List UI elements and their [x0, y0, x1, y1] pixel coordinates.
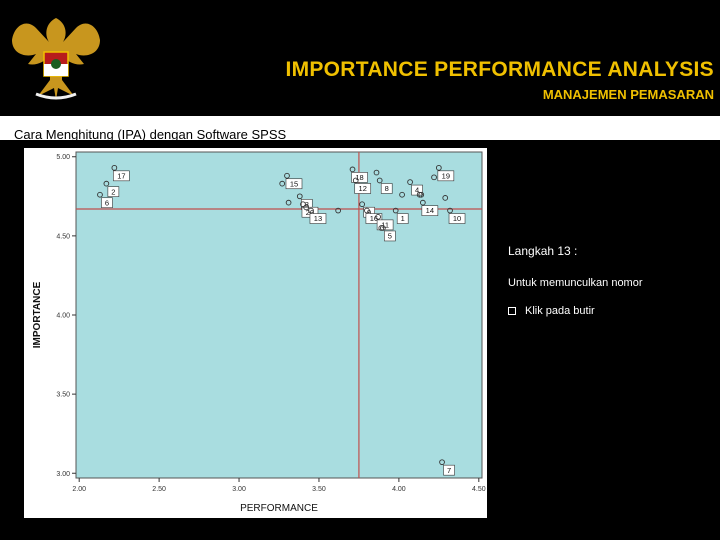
data-point [296, 193, 303, 200]
chart-container: 2.00 2.50 3.00 3.50 4.00 4.50 3.00 3.50 4.00 4.50… [24, 148, 487, 518]
square-bullet-icon [508, 307, 516, 316]
data-point [349, 166, 356, 173]
data-label: 3 [305, 200, 309, 209]
data-label-box [421, 205, 439, 216]
data-label: 7 [447, 466, 451, 475]
x-tick-label: 2.00 [72, 486, 86, 493]
y-tick-label: 4.50 [56, 233, 70, 240]
data-label: 2 [111, 187, 115, 196]
data-point [416, 191, 423, 198]
page-subtitle: MANAJEMEN PEMASARAN [542, 87, 714, 102]
data-label: 15 [290, 179, 298, 188]
x-tick-label: 3.50 [312, 486, 326, 493]
data-label: 6 [105, 198, 109, 207]
data-point [373, 169, 380, 176]
data-label-box [384, 230, 396, 242]
data-point [420, 199, 426, 206]
data-label: 20 [306, 208, 314, 217]
scatter-chart: 2.00 2.50 3.00 3.50 4.00 4.50 3.00 3.50 4.00 4.50… [32, 151, 486, 514]
y-tick-label: 3.50 [56, 392, 70, 399]
data-point [442, 195, 449, 201]
page-title: IMPORTANCE PERFORMANCE ANALYSIS [285, 58, 714, 81]
data-point [359, 201, 365, 208]
data-point [111, 164, 118, 171]
data-label-box [448, 213, 466, 224]
data-label: 18 [355, 173, 363, 182]
bullet-item: Klik pada butir [508, 305, 595, 317]
data-point [335, 207, 341, 214]
data-label: 14 [426, 206, 434, 215]
data-point [375, 214, 381, 220]
y-tick-label: 4.00 [56, 313, 70, 320]
data-point [303, 204, 310, 211]
data-point [392, 207, 399, 214]
y-axis-label: IMPORTANCE [32, 281, 43, 348]
section-band [0, 116, 720, 140]
x-tick-label: 2.50 [152, 486, 166, 493]
x-tick-label: 3.00 [232, 486, 246, 493]
data-label: 5 [388, 232, 392, 241]
data-point [431, 174, 437, 181]
x-tick-label: 4.00 [392, 486, 406, 493]
data-point [300, 201, 306, 208]
data-label-box [437, 170, 455, 182]
data-point [279, 180, 286, 187]
step-heading: Langkah 13 : [508, 244, 578, 258]
data-label: 10 [453, 214, 461, 223]
data-label: 17 [117, 171, 125, 180]
garuda-emblem-icon [12, 18, 100, 100]
data-point [399, 191, 405, 198]
header: IMPORTANCE PERFORMANCE ANALYSIS MANAJEME… [0, 0, 720, 116]
data-label-box [113, 170, 130, 182]
data-label-box [351, 172, 368, 183]
data-point [447, 207, 453, 214]
data-label-box [107, 186, 120, 197]
data-label: 19 [442, 171, 450, 180]
data-label: 8 [385, 184, 389, 193]
step-description: Untuk memunculkan nomor [508, 277, 643, 289]
data-label: 4 [415, 186, 419, 195]
data-point [376, 177, 383, 184]
y-tick-label: 5.00 [56, 154, 70, 161]
data-label-box [309, 213, 327, 224]
data-label: 1 [401, 214, 405, 223]
data-label: 13 [314, 214, 322, 223]
section-title: Cara Menghitung (IPA) dengan Software SP… [14, 127, 287, 142]
data-label-box [443, 464, 455, 476]
data-point [439, 459, 445, 466]
data-point [103, 180, 110, 187]
data-point [380, 225, 386, 231]
data-point [308, 207, 314, 214]
data-label-box [365, 213, 383, 224]
data-label-box [354, 183, 372, 194]
data-point [378, 225, 385, 231]
bullet-item-text: Klik pada butir [525, 305, 595, 317]
data-point [418, 191, 425, 198]
data-point [364, 207, 370, 214]
data-point [97, 191, 103, 198]
data-label: 11 [381, 220, 389, 229]
data-label-box [101, 197, 113, 209]
data-point [284, 172, 290, 179]
data-label-box [380, 183, 393, 194]
data-point [352, 177, 359, 184]
plot-area [75, 151, 483, 479]
x-axis-label: PERFORMANCE [240, 503, 318, 514]
data-label-box [285, 178, 303, 190]
data-label: 12 [359, 184, 367, 193]
data-point [435, 164, 442, 171]
data-point [407, 179, 413, 185]
data-label-box [376, 219, 394, 231]
data-label: 16 [370, 214, 378, 223]
data-point [285, 199, 292, 206]
x-tick-label: 4.50 [472, 486, 486, 493]
y-tick-label: 3.00 [56, 471, 70, 478]
data-label-box [396, 213, 409, 224]
